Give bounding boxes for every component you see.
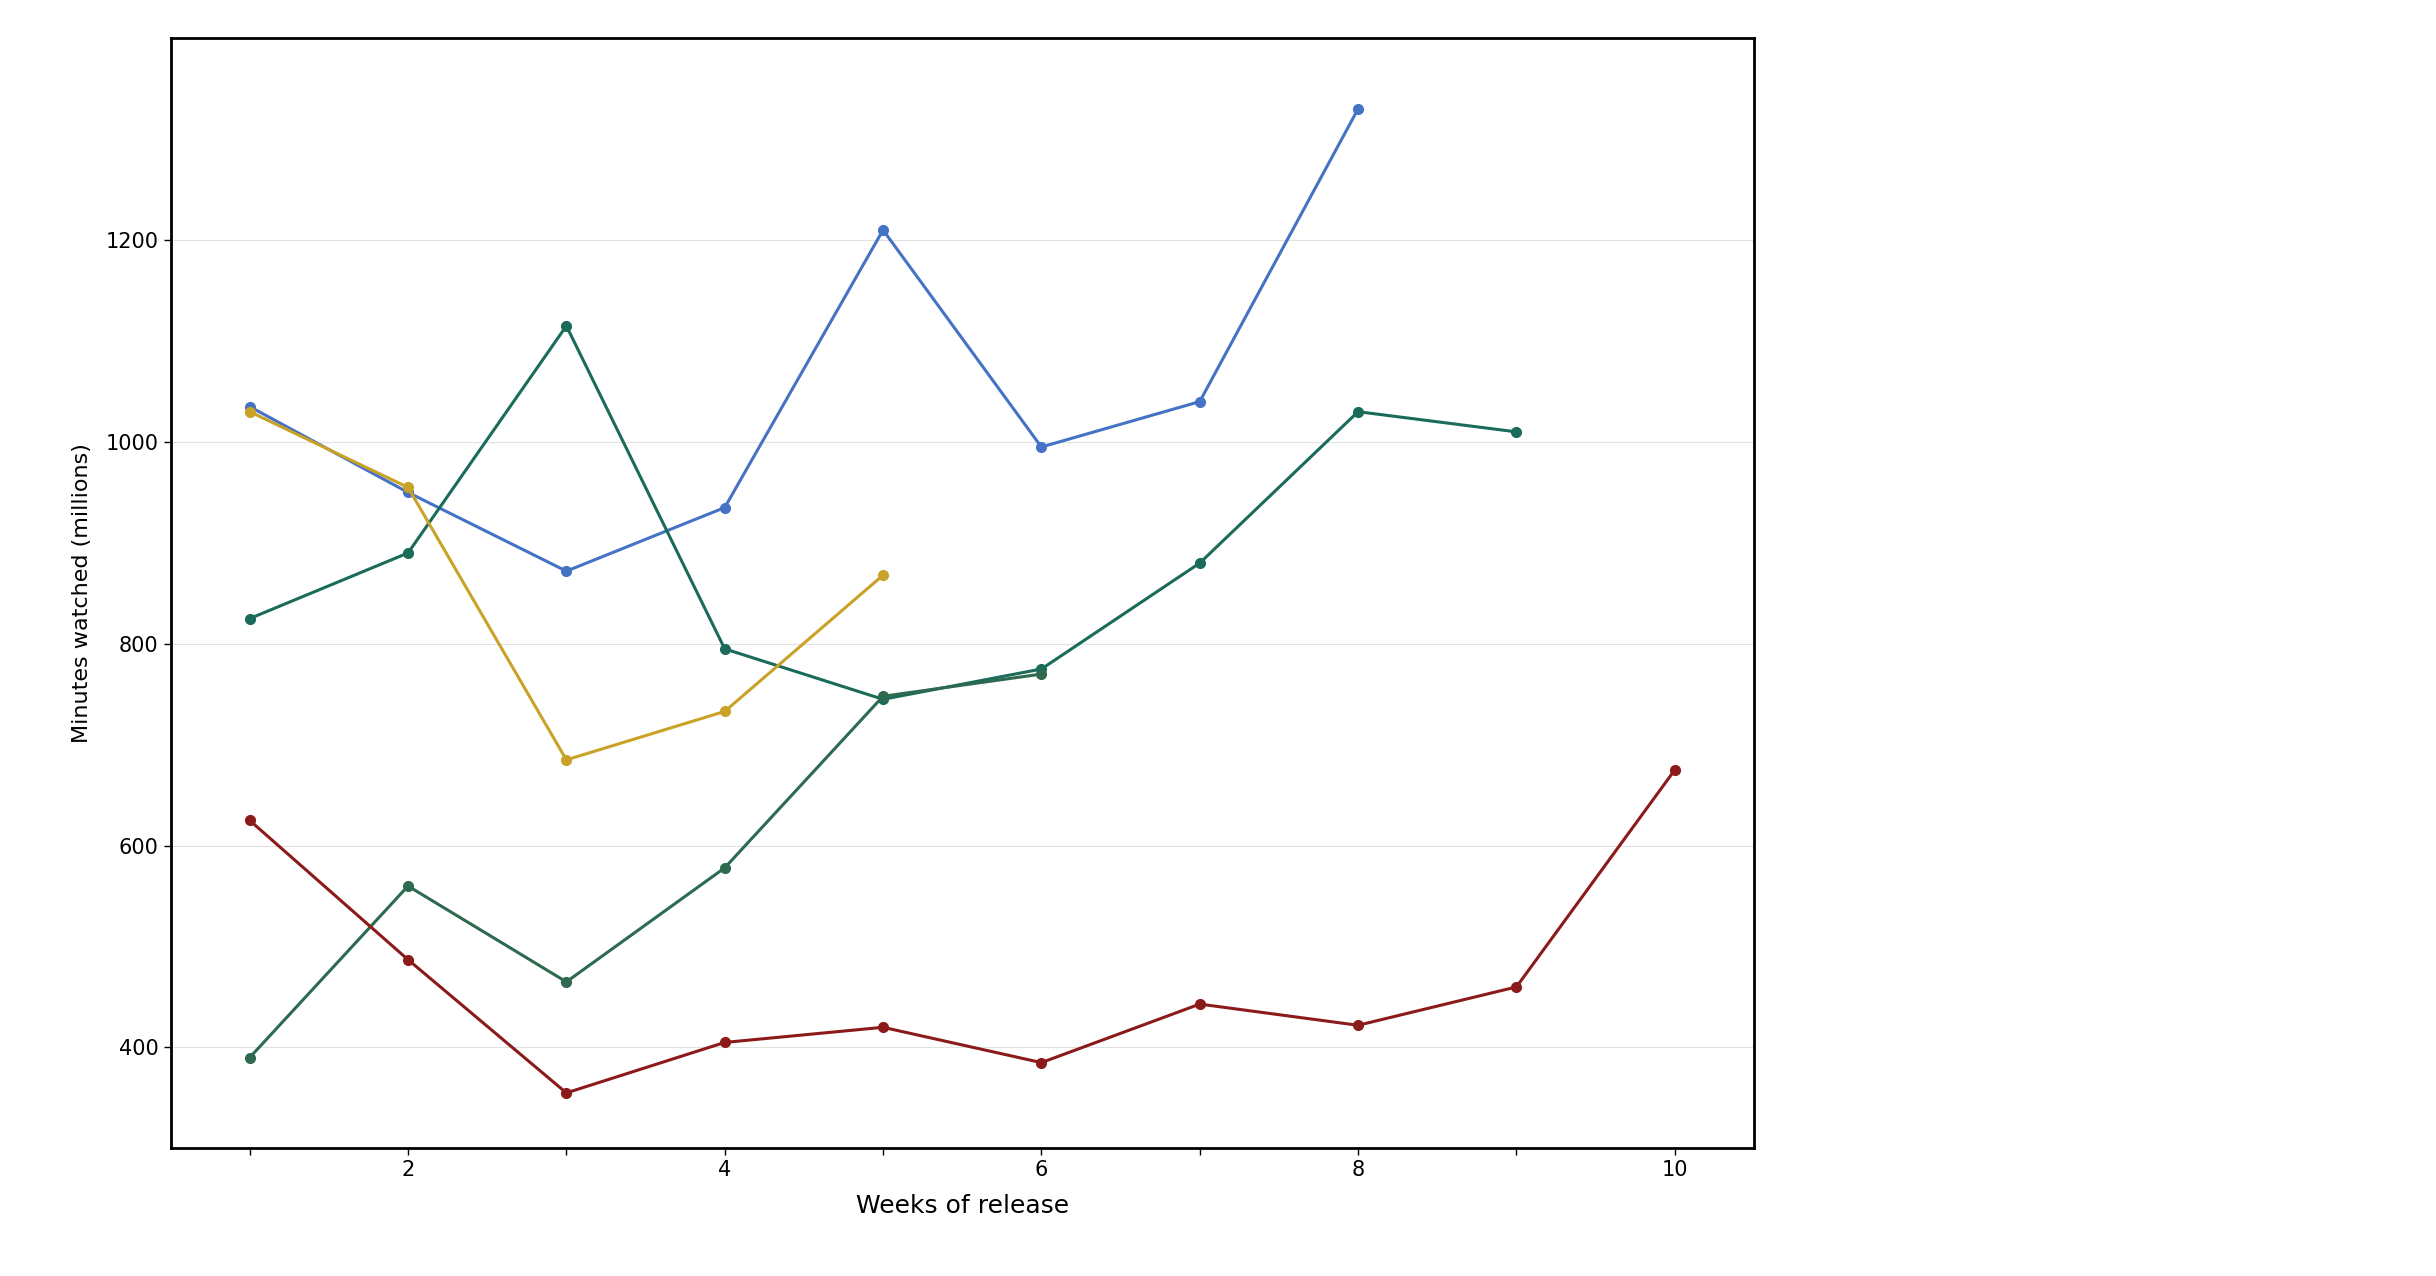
X-axis label: Weeks of release: Weeks of release xyxy=(855,1194,1069,1219)
Y-axis label: Minutes watched (millions): Minutes watched (millions) xyxy=(71,443,93,744)
